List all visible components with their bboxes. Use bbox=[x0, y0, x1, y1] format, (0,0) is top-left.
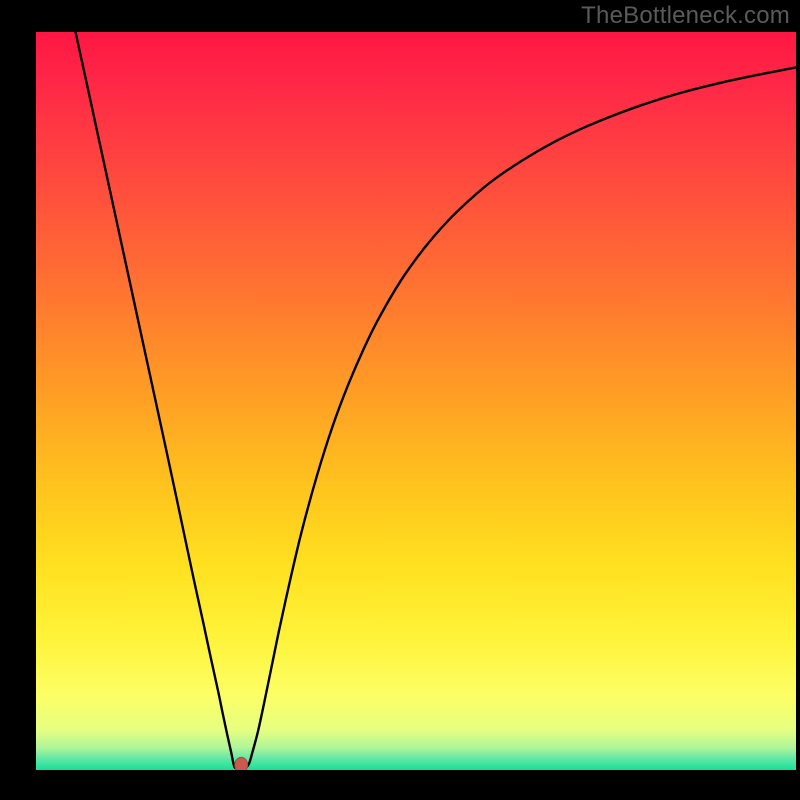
plot-area bbox=[36, 32, 796, 770]
gradient-background bbox=[36, 32, 796, 770]
optimum-marker bbox=[235, 757, 248, 770]
figure-root: TheBottleneck.com bbox=[0, 0, 800, 800]
chart-svg bbox=[36, 32, 796, 770]
watermark-text: TheBottleneck.com bbox=[581, 2, 790, 30]
